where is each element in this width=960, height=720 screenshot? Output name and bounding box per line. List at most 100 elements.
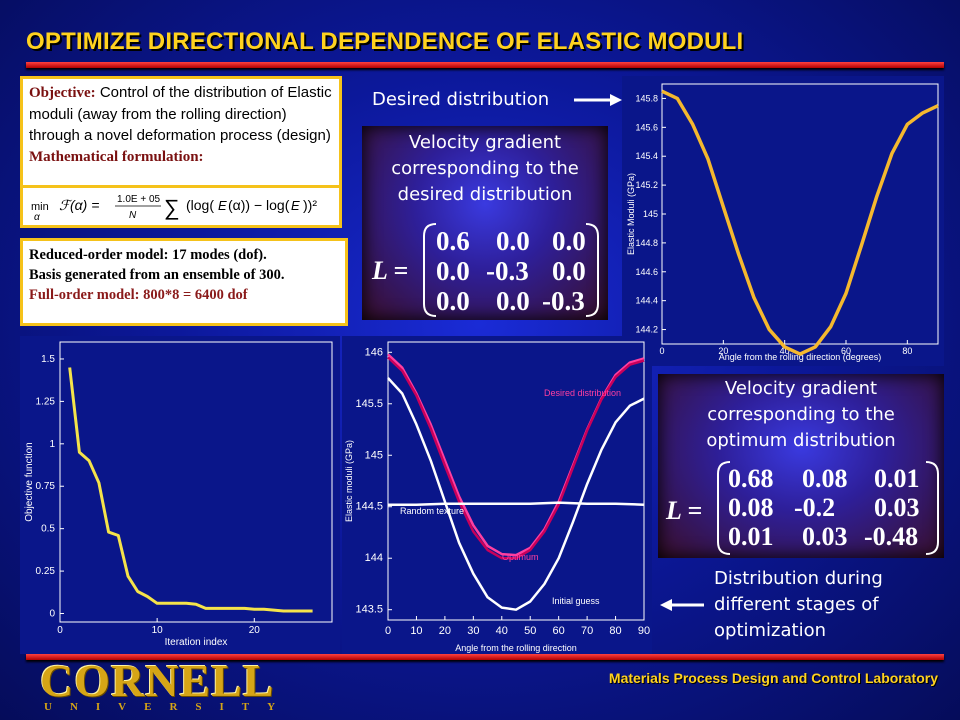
x-axis-label: Angle from the rolling direction [455, 643, 577, 653]
y-tick-label: 144.6 [635, 267, 658, 277]
y-tick-label: 145 [365, 449, 383, 461]
series-line [661, 89, 939, 356]
matrix-cell: -0.3 [486, 256, 529, 286]
svg-text:(log(: (log( [186, 197, 214, 213]
desired-L-symbol: L = [372, 256, 409, 285]
svg-text:E: E [218, 198, 227, 213]
y-tick-label: 145.5 [355, 398, 383, 410]
x-tick-label: 10 [410, 625, 422, 637]
matrix-cell: 0.03 [802, 522, 848, 551]
reduced-model-line: Reduced-order model: 17 modes (dof). [29, 247, 267, 263]
svg-text:))²: ))² [303, 197, 317, 213]
x-tick-label: 40 [496, 625, 508, 637]
series-line [388, 501, 645, 506]
matrix-cell: 0.6 [436, 226, 470, 256]
x-axis-label: Angle from the rolling direction (degree… [719, 352, 882, 362]
matrix-cell: 0.01 [874, 464, 920, 493]
y-axis-label: Objective function [24, 442, 35, 522]
x-tick-label: 70 [581, 625, 593, 637]
left-arrow-icon [660, 599, 704, 611]
chart-background [20, 336, 340, 654]
series-line [387, 356, 645, 560]
x-tick-label: 30 [467, 625, 479, 637]
matrix-cell: -0.3 [542, 286, 585, 316]
x-tick-label: 20 [249, 625, 261, 636]
y-tick-label: 144.2 [635, 325, 658, 335]
y-tick-label: 1.25 [36, 396, 56, 407]
desired-velocity-gradient-box: Velocity gradient corresponding to the d… [362, 126, 608, 320]
optimization-stages-chart: 0 10 20 30 40 50 60 70 80 90 143.5 144 144.5 145 145.5… [342, 336, 652, 654]
matrix-cell: 0.03 [874, 493, 920, 522]
matrix-cell: -0.48 [864, 522, 919, 551]
x-tick-label: 50 [524, 625, 536, 637]
y-tick-label: 145.6 [635, 122, 658, 132]
plot-frame [387, 341, 645, 621]
full-order-line: Full-order model: 800*8 = 6400 dof [29, 287, 248, 303]
matrix-cell: 0.0 [436, 256, 470, 286]
x-tick-label: 80 [902, 346, 912, 356]
matrix-row: 0.01 0.03 -0.48 [728, 522, 942, 551]
stages-label: Distribution during different stages of … [714, 568, 883, 641]
y-tick-label: 0.25 [36, 566, 56, 577]
svg-text:min: min [31, 201, 49, 213]
chart-annotation: Optimum [502, 552, 539, 562]
y-tick-label: 1.5 [41, 354, 55, 365]
objective-function-chart: 0 10 20 0 0.25 0.5 0.75 1 1.25 1.5 Iteration index… [20, 336, 340, 654]
svg-text:1.0E + 05: 1.0E + 05 [117, 194, 161, 205]
footer-divider [26, 654, 944, 660]
y-tick-label: 143.5 [355, 604, 383, 616]
svg-text:N: N [129, 210, 137, 221]
x-tick-label: 60 [553, 625, 565, 637]
reduced-model-box: Reduced-order model: 17 modes (dof). Bas… [20, 238, 348, 326]
x-tick-label: 0 [57, 625, 63, 636]
y-tick-label: 144.5 [355, 501, 383, 513]
matrix-cell: 0.01 [728, 522, 774, 551]
y-axis-label: Elastic moduli (GPa) [344, 440, 354, 522]
x-tick-label: 90 [638, 625, 650, 637]
matrix-row: 0.6 0.0 0.0 [436, 226, 616, 256]
matrix-row: 0.0 0.0 -0.3 [436, 286, 616, 316]
optimum-vg-text: Velocity gradient corresponding to the o… [706, 378, 896, 451]
cornell-logo: CORNELL [40, 655, 275, 706]
y-tick-label: 0.5 [41, 524, 55, 535]
matrix-cell: 0.0 [552, 226, 586, 256]
matrix-cell: 0.0 [436, 286, 470, 316]
y-tick-label: 145 [643, 209, 658, 219]
matrix-cell: 0.08 [728, 493, 774, 522]
matrix-cell: 0.0 [496, 226, 530, 256]
x-tick-label: 0 [659, 346, 664, 356]
y-tick-label: 0.75 [36, 481, 56, 492]
series-line [387, 377, 645, 611]
objective-equation: min α ℱ(α) = 1.0E + 05 N ∑ (log( E (α)) … [20, 188, 342, 228]
optimum-matrix: 0.68 0.08 0.01 0.08 -0.2 0.03 0.01 0.03 … [728, 464, 942, 551]
chart-annotation: Random texture [400, 506, 464, 516]
right-arrow-icon [574, 94, 622, 106]
university-logo-text: UNIVERSITY [44, 701, 294, 713]
x-axis-label: Iteration index [165, 637, 228, 648]
matrix-row: 0.08 -0.2 0.03 [728, 493, 942, 522]
optimum-matrix-brackets [717, 461, 939, 555]
chart-background [622, 76, 944, 366]
x-tick-label: 20 [718, 346, 728, 356]
objective-text: Control of the distribution of Elastic m… [29, 84, 332, 144]
title-divider [26, 62, 944, 68]
desired-distribution-chart: 0 20 40 60 80 144.2 144.4 144.6 144.8 145 145.2 145… [622, 76, 944, 366]
y-tick-label: 144 [365, 552, 383, 564]
svg-text:α: α [34, 212, 40, 223]
matrix-cell: 0.0 [552, 256, 586, 286]
objective-box: Objective: Control of the distribution o… [20, 76, 342, 188]
x-tick-label: 0 [385, 625, 391, 637]
svg-text:(α)) − log(: (α)) − log( [228, 197, 290, 213]
equation-graphic: min α ℱ(α) = 1.0E + 05 N ∑ (log( E (α)) … [31, 194, 317, 223]
svg-text:ℱ(α) =: ℱ(α) = [59, 197, 99, 213]
desired-matrix-brackets [423, 223, 599, 317]
y-tick-label: 146 [365, 346, 383, 358]
optimum-L-symbol: L = [666, 496, 703, 525]
matrix-cell: 0.68 [728, 464, 774, 493]
y-tick-label: 1 [49, 439, 55, 450]
desired-distribution-label: Desired distribution [372, 89, 550, 110]
series-line [68, 367, 313, 613]
svg-text:∑: ∑ [164, 195, 180, 220]
desired-matrix: 0.6 0.0 0.0 0.0 -0.3 0.0 0.0 0.0 -0.3 [436, 226, 616, 316]
optimum-velocity-gradient-box: Velocity gradient corresponding to the o… [658, 374, 944, 558]
